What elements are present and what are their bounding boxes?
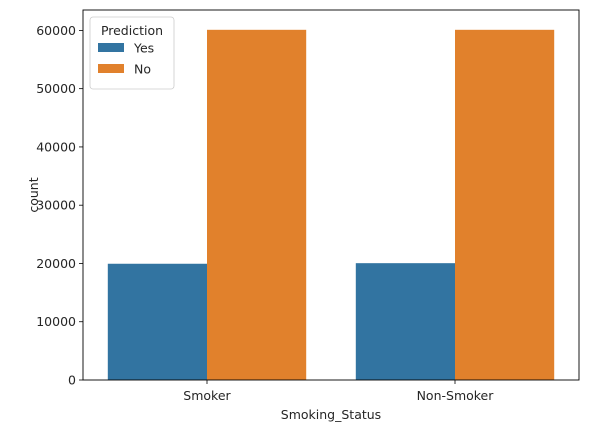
bar-non-smoker-yes: [355, 263, 455, 380]
legend-swatch-no: [98, 64, 124, 73]
legend-items: Yes No: [98, 41, 154, 77]
legend: Prediction Yes No: [89, 16, 175, 90]
bars-group: [107, 29, 555, 380]
legend-swatch-yes: [98, 43, 124, 52]
plot-frame: [82, 9, 580, 381]
y-tick-label: 40000: [36, 139, 76, 154]
legend-label-yes: Yes: [133, 41, 154, 56]
legend-label-no: No: [134, 62, 151, 77]
y-axis-ticks: 0 10000 20000 30000 40000 50000 60000: [36, 23, 83, 388]
y-tick-label: 60000: [36, 23, 76, 38]
bar-smoker-no: [207, 29, 307, 380]
x-tick-label: Smoker: [183, 388, 231, 403]
y-tick-label: 0: [68, 373, 76, 388]
x-tick-label: Non-Smoker: [417, 388, 495, 403]
y-tick-label: 20000: [36, 256, 76, 271]
y-axis-label: count: [26, 177, 41, 212]
legend-title: Prediction: [101, 23, 163, 38]
bar-smoker-yes: [107, 263, 207, 380]
x-axis-ticks: Smoker Non-Smoker: [183, 380, 494, 403]
y-tick-label: 50000: [36, 81, 76, 96]
bar-non-smoker-no: [455, 29, 555, 380]
x-axis-label: Smoking_Status: [281, 407, 381, 422]
y-tick-label: 30000: [36, 198, 76, 213]
y-tick-label: 10000: [36, 314, 76, 329]
